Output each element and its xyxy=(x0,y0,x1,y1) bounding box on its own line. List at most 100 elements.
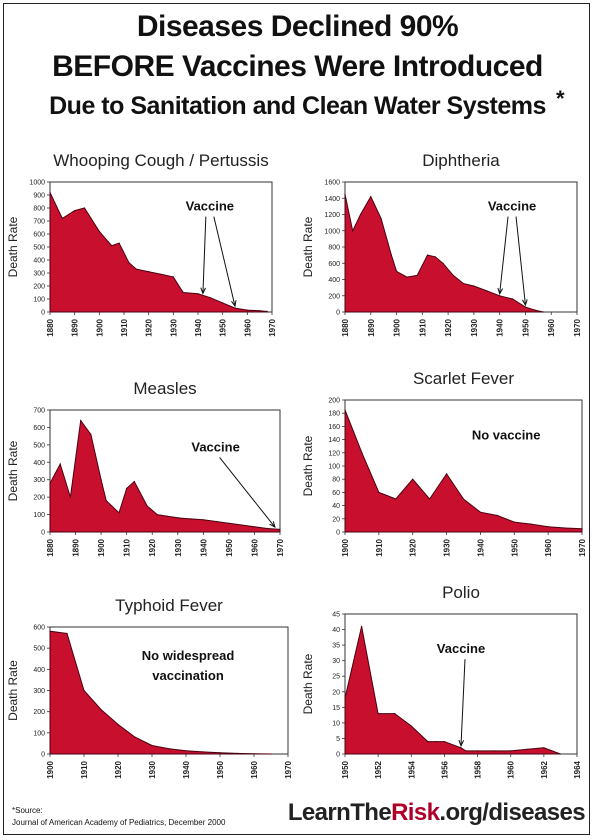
y-tick-label: 300 xyxy=(33,477,45,484)
y-tick-label: 1200 xyxy=(324,212,340,219)
data-point xyxy=(564,527,566,529)
x-tick-label: 1890 xyxy=(72,538,81,556)
data-point xyxy=(69,496,71,498)
chart-title: Polio xyxy=(442,583,480,602)
y-axis-label: Death Rate xyxy=(301,653,315,714)
data-point xyxy=(156,514,158,516)
series-area xyxy=(49,192,268,313)
data-point xyxy=(394,713,396,715)
annotation-label: No widespread xyxy=(142,648,235,663)
brand-post: .org/diseases xyxy=(439,799,585,826)
series-area xyxy=(344,409,583,533)
data-point xyxy=(530,523,532,525)
data-point xyxy=(202,519,204,521)
data-point xyxy=(486,290,488,292)
data-point xyxy=(160,273,162,275)
chart-0: Whooping Cough / Pertussis 0 100 200 300 400 5… xyxy=(6,151,277,337)
annotation-arrowhead xyxy=(269,521,276,528)
x-tick-label: 1920 xyxy=(148,538,157,556)
annotation-arrow xyxy=(515,216,526,306)
data-point xyxy=(202,751,204,753)
x-tick-label: 1960 xyxy=(250,760,259,778)
data-point xyxy=(133,480,135,483)
data-point xyxy=(463,283,465,285)
data-point xyxy=(344,193,346,195)
data-point xyxy=(535,309,537,311)
x-tick-label: 1960 xyxy=(507,760,516,778)
data-point xyxy=(167,515,169,517)
x-tick-label: 1930 xyxy=(443,538,452,556)
y-tick-label: 160 xyxy=(328,424,340,431)
data-point xyxy=(148,271,150,273)
annotation-arrowhead xyxy=(231,300,237,308)
x-tick-label: 1960 xyxy=(250,538,259,556)
data-point xyxy=(222,302,224,304)
annotation-label: Vaccine xyxy=(437,641,485,656)
x-tick-label: 1900 xyxy=(95,318,104,336)
x-tick-label: 1920 xyxy=(114,760,123,778)
data-point xyxy=(117,723,119,726)
data-point xyxy=(465,750,467,752)
y-tick-label: 200 xyxy=(33,709,45,716)
data-point xyxy=(416,274,418,276)
x-tick-label: 1940 xyxy=(182,760,191,778)
data-point xyxy=(266,310,268,312)
y-tick-label: 400 xyxy=(328,277,340,284)
y-tick-label: 1400 xyxy=(324,196,340,203)
x-tick-label: 1910 xyxy=(418,318,427,336)
data-point xyxy=(236,752,238,755)
y-tick-label: 20 xyxy=(332,689,340,696)
data-point xyxy=(105,500,107,502)
source-text: Journal of American Academy of Pediatric… xyxy=(12,818,226,827)
x-tick-label: 1880 xyxy=(46,538,55,556)
chart-title: Whooping Cough / Pertussis xyxy=(53,151,268,170)
y-tick-label: 100 xyxy=(328,464,340,471)
data-point xyxy=(66,632,68,635)
data-point xyxy=(83,207,86,209)
x-tick-label: 1940 xyxy=(194,318,203,336)
annotation-arrow xyxy=(213,216,236,307)
y-tick-label: 0 xyxy=(336,310,340,317)
y-tick-label: 1600 xyxy=(324,180,340,187)
data-point xyxy=(209,297,211,299)
y-tick-label: 10 xyxy=(332,720,340,727)
data-point xyxy=(215,520,217,523)
headline-asterisk: * xyxy=(556,86,565,111)
x-tick-label: 1930 xyxy=(174,538,183,556)
chart-title: Diphtheria xyxy=(422,151,500,170)
y-tick-label: 5 xyxy=(336,736,340,743)
data-point xyxy=(499,295,501,297)
data-point xyxy=(344,697,346,699)
x-tick-label: 1930 xyxy=(470,318,479,336)
x-tick-label: 1950 xyxy=(216,760,225,778)
data-point xyxy=(370,196,372,198)
y-tick-label: 400 xyxy=(33,258,45,265)
x-tick-label: 1910 xyxy=(375,538,384,556)
y-tick-label: 40 xyxy=(332,627,340,634)
data-point xyxy=(54,202,56,204)
data-point xyxy=(429,498,431,500)
x-tick-label: 1962 xyxy=(540,760,549,778)
y-tick-label: 700 xyxy=(33,408,45,415)
data-point xyxy=(581,528,583,530)
data-point xyxy=(234,307,236,309)
data-point xyxy=(83,689,85,692)
y-tick-label: 45 xyxy=(332,612,340,619)
data-point xyxy=(49,191,51,193)
x-tick-label: 1950 xyxy=(510,538,519,556)
annotation-label: No vaccine xyxy=(472,428,541,443)
y-tick-label: 600 xyxy=(33,425,45,432)
data-point xyxy=(246,309,248,311)
data-point xyxy=(259,310,261,312)
x-tick-label: 1950 xyxy=(341,760,350,778)
x-tick-label: 1910 xyxy=(120,318,129,336)
data-point xyxy=(412,478,414,480)
data-point xyxy=(559,753,562,755)
annotation-label: Vaccine xyxy=(191,439,239,454)
chart-4: Typhoid Fever 0 100 200 300 400 500 600 1900 1910… xyxy=(6,596,293,779)
chart-5: Polio 0 5 10 15 20 25 30 35 40 45 1950 1952 1954 1956 1… xyxy=(301,583,582,779)
y-tick-label: 30 xyxy=(332,658,340,665)
data-point xyxy=(344,409,346,411)
y-tick-label: 60 xyxy=(332,490,340,497)
series-area xyxy=(344,626,561,755)
